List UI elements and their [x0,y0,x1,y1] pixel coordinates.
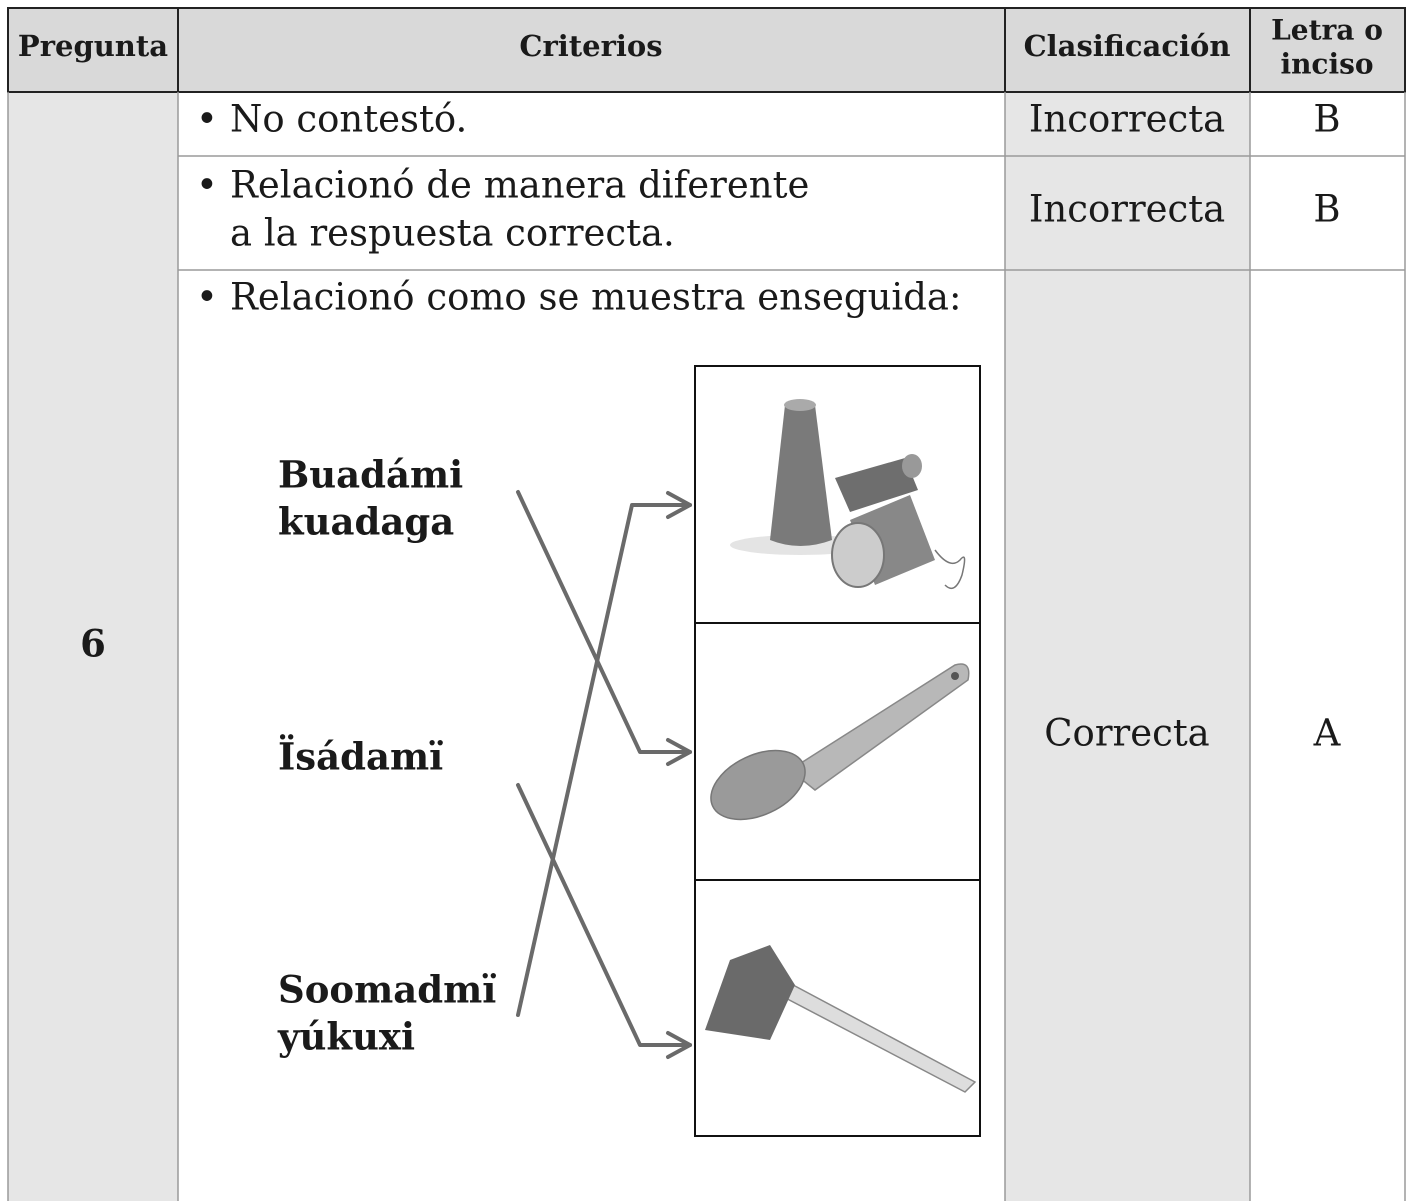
classification: Correcta [1044,712,1210,755]
table-grid [7,92,1406,1201]
match-arrows [516,490,692,1059]
spoon-image [710,663,970,821]
header-cell: Clasificación [1024,29,1231,63]
header-cell: Criterios [519,29,662,63]
question-column [8,92,178,1201]
classification: Incorrecta [1029,188,1225,231]
question-number: 6 [80,622,106,666]
match-word: Buadámi [278,453,463,497]
letter: B [1313,188,1340,231]
criterion: No contestó. [230,98,467,141]
bullet: • [196,164,218,207]
header-cell: inciso [1280,48,1373,81]
header-row [7,7,1406,93]
criterion: Relacionó de manera diferente [230,164,809,207]
bullet: • [196,276,218,319]
letter: A [1313,712,1342,755]
header-cell: Letra o [1271,14,1383,47]
criterion: Relacionó como se muestra enseguida: [230,276,961,319]
bullet: • [196,98,218,141]
header-cell: Pregunta [18,29,168,63]
match-word: Soomadmï [278,968,496,1012]
thread-spool-image [730,399,966,590]
header-dividers [177,8,1251,92]
match-word: yúkuxi [277,1015,415,1059]
match-word: kuadaga [278,500,454,544]
letter: B [1313,98,1340,141]
criterion: a la respuesta correcta. [230,212,675,255]
classification-column [1005,92,1250,1201]
match-word: Ïsádamï [278,734,443,779]
classification: Incorrecta [1029,98,1225,141]
hoe-image [705,945,977,1093]
